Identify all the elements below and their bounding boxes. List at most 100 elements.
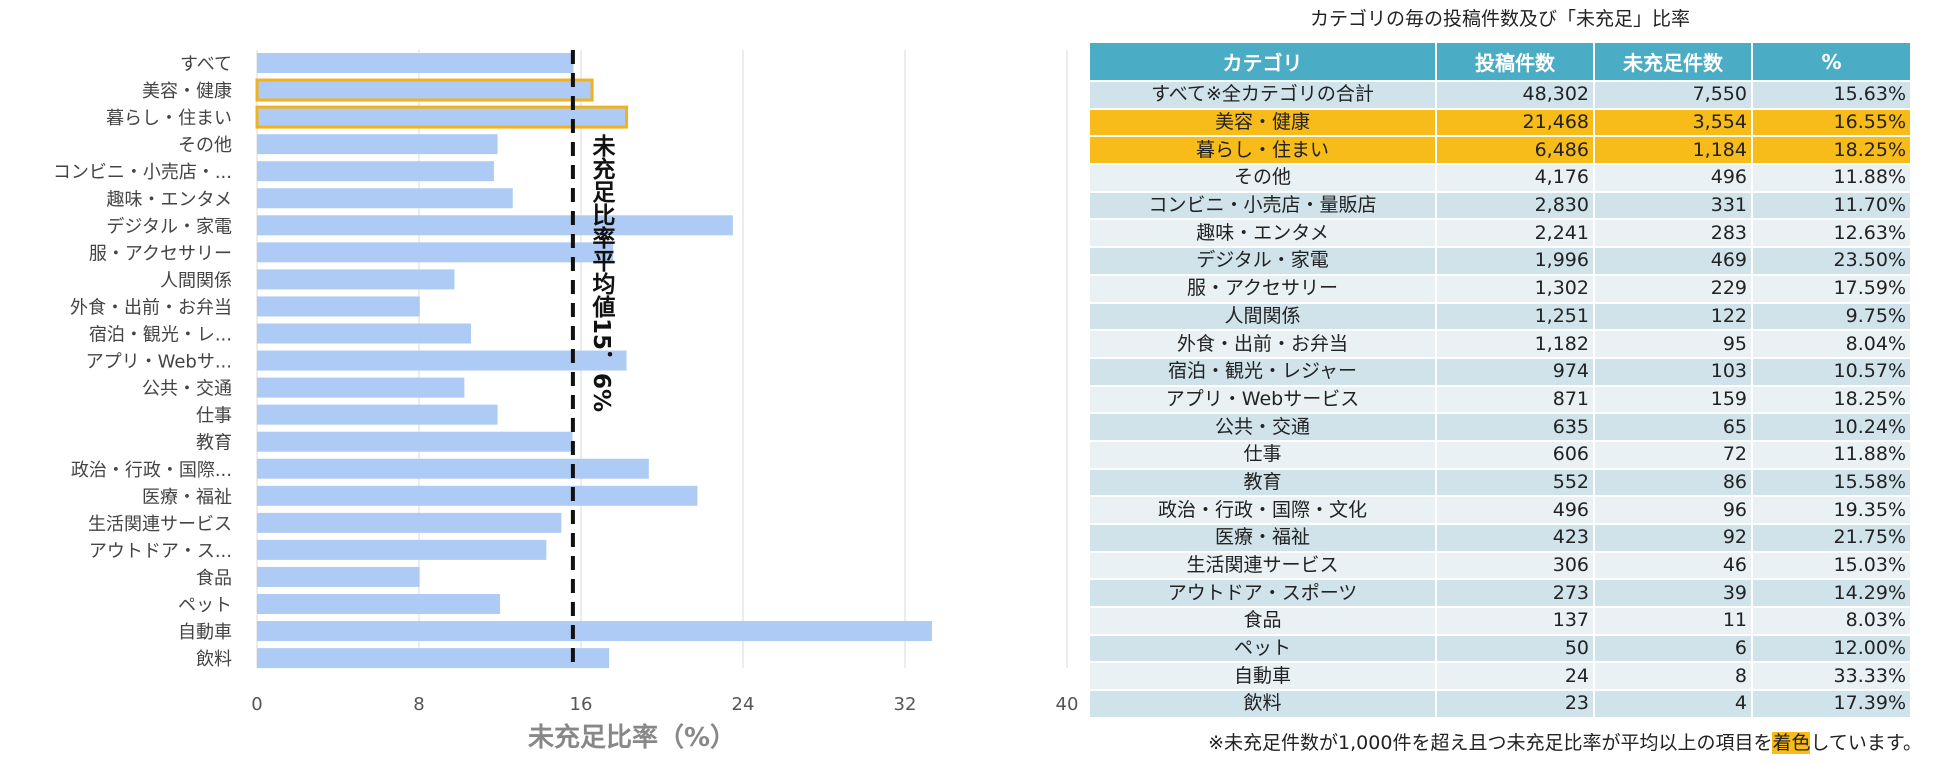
x-tick-label: 24 (732, 694, 755, 715)
cell-percent: 15.58% (1751, 469, 1910, 496)
cell-unmet: 95 (1593, 331, 1751, 357)
reference-line-label: 未充足比率平均値15．6% (588, 134, 617, 412)
table-row: 公共・交通 635 65 10.24% (1090, 414, 1910, 440)
category-label: デジタル・家電 (106, 216, 232, 237)
x-tick-label: 32 (894, 694, 917, 715)
table-row: 食品 137 11 8.03% (1090, 608, 1910, 634)
cell-posts: 423 (1435, 525, 1593, 551)
cell-posts: 1,302 (1435, 275, 1593, 302)
category-label: 教育 (196, 433, 232, 454)
bar (257, 539, 547, 560)
table-row: すべて※全カテゴリの合計 48,302 7,550 15.63% (1090, 82, 1910, 108)
category-label: 仕事 (196, 406, 232, 427)
footnote-text: ※未充足件数が1,000件を超え且つ未充足比率が平均以上の項目を (1208, 732, 1773, 754)
cell-posts: 6,486 (1435, 137, 1593, 164)
cell-posts: 2,830 (1435, 192, 1593, 219)
cell-percent: 12.00% (1751, 635, 1910, 662)
cell-percent: 12.63% (1751, 220, 1910, 247)
cell-percent: 10.24% (1751, 414, 1910, 440)
cell-unmet: 103 (1593, 358, 1751, 385)
table-row: ペット 50 6 12.00% (1090, 635, 1910, 662)
cell-category: 公共・交通 (1090, 414, 1435, 440)
cell-unmet: 159 (1593, 386, 1751, 413)
bar (257, 134, 498, 155)
category-label: 美容・健康 (142, 81, 232, 102)
cell-category: 服・アクセサリー (1090, 275, 1435, 302)
table-body: すべて※全カテゴリの合計 48,302 7,550 15.63% 美容・健康 21,468… (1090, 82, 1910, 717)
category-label: 服・アクセサリー (89, 243, 232, 264)
cell-percent: 8.04% (1751, 331, 1910, 357)
table-row: 生活関連サービス 306 46 15.03% (1090, 552, 1910, 579)
cell-unmet: 39 (1593, 580, 1751, 607)
cell-posts: 2,241 (1435, 220, 1593, 247)
table-row: 美容・健康 21,468 3,554 16.55% (1090, 109, 1910, 136)
table-row: 暮らし・住まい 6,486 1,184 18.25% (1090, 137, 1910, 164)
cell-category: 飲料 (1090, 691, 1435, 717)
cell-category: 医療・福祉 (1090, 525, 1435, 551)
category-label: 食品 (196, 568, 232, 589)
cell-percent: 8.03% (1751, 608, 1910, 634)
table-row: 仕事 606 72 11.88% (1090, 441, 1910, 468)
bar-chart: 0 8 16 24 32 40 すべて 美容・健康 暮らし・住まい その他 コンビニ・小売店・...… (53, 50, 1078, 753)
category-label: 公共・交通 (142, 379, 232, 400)
bar (257, 161, 494, 182)
cell-unmet: 86 (1593, 469, 1751, 496)
cell-unmet: 3,554 (1593, 109, 1751, 136)
cell-unmet: 72 (1593, 441, 1751, 468)
table-row: 宿泊・観光・レジャー 974 103 10.57% (1090, 358, 1910, 385)
cell-category: 食品 (1090, 608, 1435, 634)
bar (257, 269, 455, 290)
table-row: 服・アクセサリー 1,302 229 17.59% (1090, 275, 1910, 302)
cell-unmet: 469 (1593, 248, 1751, 274)
bar (257, 323, 472, 344)
data-table: カテゴリ 投稿件数 未充足件数 % すべて※全カテゴリの合計 48,302 7,55… (1090, 41, 1910, 719)
cell-category: アプリ・Webサービス (1090, 386, 1435, 413)
footnote-highlight: 着色 (1772, 732, 1811, 754)
cell-posts: 974 (1435, 358, 1593, 385)
bar (257, 242, 614, 263)
x-tick-label: 0 (251, 694, 262, 715)
table-title: カテゴリの毎の投稿件数及び「未充足」比率 (1309, 8, 1690, 30)
bar (257, 566, 420, 587)
category-label: 外食・出前・お弁当 (70, 297, 232, 318)
cell-category: 教育 (1090, 469, 1435, 496)
table-row: 医療・福祉 423 92 21.75% (1090, 525, 1910, 551)
x-tick-label: 16 (570, 694, 593, 715)
table-row: アウトドア・スポーツ 273 39 14.29% (1090, 580, 1910, 607)
bar (257, 621, 932, 642)
table-header-row: カテゴリ 投稿件数 未充足件数 % (1090, 43, 1910, 80)
bar-highlighted (255, 105, 629, 129)
cell-percent: 19.35% (1751, 497, 1910, 523)
cell-percent: 33.33% (1751, 663, 1910, 690)
table-row: デジタル・家電 1,996 469 23.50% (1090, 248, 1910, 274)
cell-posts: 24 (1435, 663, 1593, 690)
header-percent: % (1751, 43, 1910, 80)
x-tick-label: 8 (413, 694, 424, 715)
bar (257, 377, 465, 398)
category-label: 飲料 (196, 649, 232, 670)
table-row: 政治・行政・国際・文化 496 96 19.35% (1090, 497, 1910, 523)
category-label: 政治・行政・国際... (71, 460, 232, 481)
cell-category: すべて※全カテゴリの合計 (1090, 82, 1435, 108)
bar (257, 431, 573, 452)
table-row: 飲料 23 4 17.39% (1090, 691, 1910, 717)
header-posts: 投稿件数 (1435, 43, 1593, 80)
cell-unmet: 96 (1593, 497, 1751, 523)
cell-posts: 871 (1435, 386, 1593, 413)
cell-posts: 137 (1435, 608, 1593, 634)
cell-unmet: 6 (1593, 635, 1751, 662)
bar (257, 594, 500, 614)
cell-percent: 10.57% (1751, 358, 1910, 385)
cell-percent: 11.88% (1751, 441, 1910, 468)
cell-posts: 273 (1435, 580, 1593, 607)
cell-posts: 496 (1435, 497, 1593, 523)
bar (257, 404, 498, 425)
cell-percent: 15.63% (1751, 82, 1910, 108)
cell-posts: 606 (1435, 441, 1593, 468)
header-unmet: 未充足件数 (1593, 43, 1751, 80)
table-row: アプリ・Webサービス 871 159 18.25% (1090, 386, 1910, 413)
cell-unmet: 65 (1593, 414, 1751, 440)
category-label: アプリ・Webサ... (86, 352, 232, 373)
cell-posts: 23 (1435, 691, 1593, 717)
cell-unmet: 229 (1593, 275, 1751, 302)
